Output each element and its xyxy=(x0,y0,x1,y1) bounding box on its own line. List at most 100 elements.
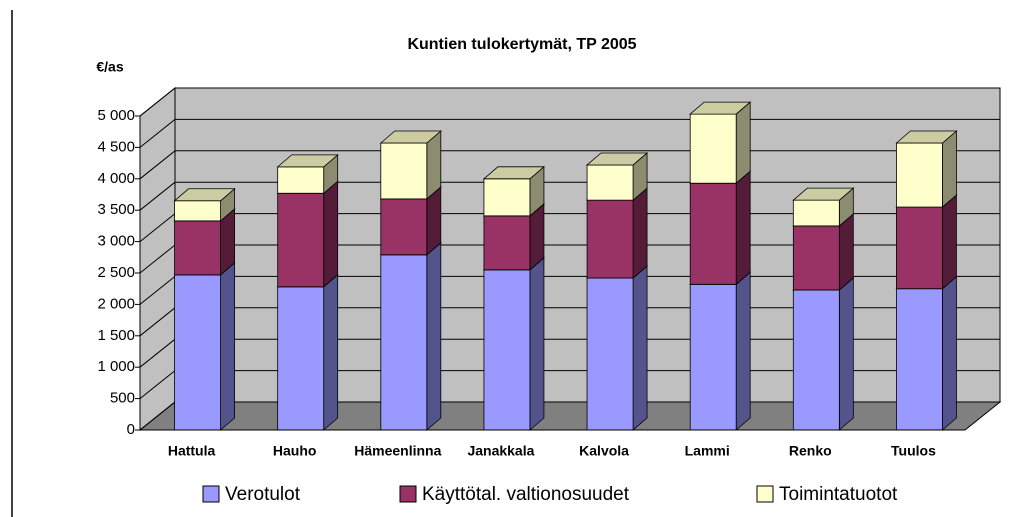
bar xyxy=(174,200,221,222)
bar xyxy=(380,198,428,256)
bar xyxy=(792,289,840,431)
bar-top xyxy=(173,188,236,202)
legend-swatch xyxy=(399,485,417,503)
bar-side-shade xyxy=(942,195,957,289)
bar-top-shade xyxy=(174,188,235,201)
y-tick-label: 3 000 xyxy=(97,233,135,250)
y-tick-label: 5 000 xyxy=(97,107,135,124)
y-tick-label: 3 500 xyxy=(97,201,135,218)
bar xyxy=(483,178,531,217)
bar-top-shade xyxy=(896,131,957,144)
x-tick-label: Hauho xyxy=(273,443,317,459)
x-tick-label: Tuulos xyxy=(891,443,936,459)
bar-side-shade xyxy=(220,262,235,430)
grid-line xyxy=(139,181,176,211)
grid-line xyxy=(139,276,176,305)
bar-side-shade xyxy=(529,203,544,270)
x-tick-label: Kalvola xyxy=(579,443,629,459)
bar xyxy=(380,142,428,200)
bar-side-shade xyxy=(220,208,235,275)
bar-top-shade xyxy=(587,152,648,165)
bar-top xyxy=(482,166,546,180)
bar-top xyxy=(585,152,649,166)
bar xyxy=(277,192,325,288)
bar-top-shade xyxy=(793,188,854,201)
bar-side-shade xyxy=(633,188,648,279)
bar-side-shade xyxy=(426,242,441,430)
bar-side-shade xyxy=(942,276,957,430)
grid-line xyxy=(139,307,176,337)
bar-top-shade xyxy=(690,102,751,115)
bar-top xyxy=(895,130,958,144)
x-tick-label: Hattula xyxy=(168,443,216,459)
bar xyxy=(689,113,737,184)
legend-label: Verotulot xyxy=(225,484,301,505)
grid-line xyxy=(139,87,176,117)
grid-line xyxy=(139,338,176,368)
y-tick-label: 500 xyxy=(110,390,135,407)
bar xyxy=(483,215,531,271)
bar xyxy=(586,164,634,201)
bar-top-shade xyxy=(380,131,441,144)
grid-line xyxy=(139,370,176,399)
bar-top-shade xyxy=(277,154,338,167)
bar xyxy=(896,288,943,431)
y-tick-label: 2 500 xyxy=(97,264,135,281)
bar-side-shade xyxy=(633,152,648,201)
bar-side-shade xyxy=(323,154,338,194)
bar-side-shade xyxy=(529,257,544,430)
bar-side-shade xyxy=(220,188,235,221)
bar xyxy=(792,225,840,291)
bar xyxy=(896,206,943,290)
grid-line xyxy=(139,401,176,431)
bar-side-shade xyxy=(323,274,338,430)
floor xyxy=(138,401,1002,431)
legend-swatch xyxy=(202,485,220,503)
bar xyxy=(380,254,428,431)
bar-side-shade xyxy=(426,131,441,199)
bar xyxy=(689,182,737,285)
grid-line xyxy=(139,119,176,148)
bar-top xyxy=(689,101,752,115)
bar xyxy=(277,286,325,431)
chart-title: Kuntien tulokertymät, TP 2005 xyxy=(407,36,636,53)
y-axis-label: €/as xyxy=(96,59,123,75)
bar-side-shade xyxy=(736,171,751,285)
bar xyxy=(277,166,325,194)
y-tick-label: 1 500 xyxy=(97,327,135,344)
bar-side-shade xyxy=(736,272,751,430)
bar xyxy=(174,274,221,431)
bar-side-shade xyxy=(942,131,957,208)
y-tick-label: 1 000 xyxy=(97,358,135,375)
grid-line xyxy=(139,213,176,242)
bar-top-shade xyxy=(483,166,544,179)
bar xyxy=(586,277,634,431)
bar xyxy=(586,199,634,279)
bar-top xyxy=(792,187,855,201)
bar-side-shade xyxy=(323,181,338,287)
bar-top xyxy=(276,154,339,168)
bar-top xyxy=(379,130,442,144)
x-tick-label: Janakkala xyxy=(467,443,534,459)
y-tick-label: 4 000 xyxy=(97,170,135,187)
x-tick-label: Lammi xyxy=(685,443,730,459)
bar-side-shade xyxy=(529,166,544,216)
bar-side-shade xyxy=(839,277,854,430)
y-tick-label: 0 xyxy=(127,421,135,438)
bar xyxy=(483,269,531,431)
bar xyxy=(174,220,221,276)
grid-line xyxy=(139,150,176,180)
bar xyxy=(896,142,943,208)
legend-swatch xyxy=(756,485,774,503)
bar-side-shade xyxy=(633,266,648,430)
legend-label: Käyttötal. valtionosuudet xyxy=(422,484,630,505)
x-tick-label: Renko xyxy=(789,443,832,459)
bar-side-shade xyxy=(736,102,751,184)
legend-label: Toimintatuotot xyxy=(779,484,898,505)
x-tick-label: Hämeenlinna xyxy=(354,443,441,459)
bar-side-shade xyxy=(426,186,441,255)
bar xyxy=(689,283,737,431)
bar xyxy=(792,199,840,227)
y-tick-label: 2 000 xyxy=(97,295,135,312)
